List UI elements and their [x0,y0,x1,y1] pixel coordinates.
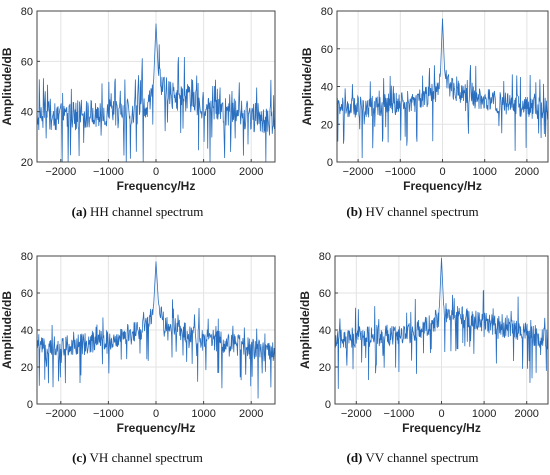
caption-vv: (d) VV channel spectrum [275,450,550,466]
panel-vh: −2000 −1000 0 1000 2000 0 20 40 60 80 Frequency/Hz… [0,240,276,475]
x-tick-label: 0 [438,408,444,420]
y-tick-label: 60 [321,44,333,56]
spectrum-line [36,23,276,163]
caption-hh: (a) HH channel spectrum [0,204,275,220]
y-axis-label: Amplitude/dB [300,47,314,125]
x-tick-label: 2000 [239,408,263,420]
x-tick-label: −1000 [93,408,124,420]
y-axis-label: Amplitude/dB [0,47,14,125]
x-tick-label: −1000 [383,408,414,420]
x-tick-label: 2000 [239,166,263,178]
panel-hh: −2000 −1000 0 1000 2000 20 40 60 80 Frequency/Hz A… [0,0,276,235]
caption-letter: (a) [71,204,87,219]
y-tick-label: 60 [21,56,33,68]
x-axis-label: Frequency/Hz [117,421,196,435]
y-tick-label: 40 [21,325,33,337]
x-tick-label: −2000 [45,408,76,420]
y-tick-label: 60 [319,288,331,300]
x-tick-label: −1000 [93,166,124,178]
chart-vh-spectrum: −2000 −1000 0 1000 2000 0 20 40 60 80 Frequency/Hz… [0,251,276,435]
x-tick-label: 0 [153,166,159,178]
x-tick-label: 1000 [472,166,496,178]
y-tick-label: 20 [21,157,33,169]
caption-letter: (c) [72,450,87,465]
x-tick-label: −2000 [343,166,374,178]
x-tick-label: −1000 [385,166,416,178]
y-tick-label: 80 [319,251,331,263]
panel-hv: −2000 −1000 0 1000 2000 0 20 40 60 80 Frequency/Hz… [275,0,550,235]
x-axis-label: Frequency/Hz [117,179,196,193]
y-tick-label: 20 [21,362,33,374]
x-tick-label: 1000 [191,408,215,420]
y-tick-label: 40 [21,107,33,119]
y-tick-label: 40 [321,82,333,94]
caption-vh: (c) VH channel spectrum [0,450,275,466]
x-tick-label: 0 [439,166,445,178]
x-tick-label: −2000 [341,408,372,420]
chart-hh-spectrum: −2000 −1000 0 1000 2000 20 40 60 80 Frequency/Hz A… [0,6,276,193]
caption-text: HV channel spectrum [362,204,479,219]
chart-vv-spectrum: −2000 −1000 0 1000 2000 0 20 40 60 80 Frequency/Hz… [298,251,549,435]
y-tick-label: 0 [327,157,333,169]
y-tick-label: 20 [321,119,333,131]
y-tick-label: 80 [21,6,33,18]
x-tick-label: −2000 [45,166,76,178]
x-axis-label: Frequency/Hz [403,179,482,193]
caption-letter: (b) [346,204,363,219]
y-tick-label: 0 [27,399,33,411]
x-tick-label: 0 [153,408,159,420]
x-axis-label: Frequency/Hz [402,421,481,435]
x-tick-label: 2000 [515,166,539,178]
y-tick-label: 60 [21,288,33,300]
y-axis-label: Amplitude/dB [298,291,312,369]
panel-vv: −2000 −1000 0 1000 2000 0 20 40 60 80 Frequency/Hz… [275,240,550,475]
caption-hv: (b) HV channel spectrum [275,204,550,220]
y-tick-label: 0 [325,399,331,411]
x-tick-label: 1000 [472,408,496,420]
y-tick-label: 80 [21,251,33,263]
caption-letter: (d) [346,450,363,465]
spectrum-line [334,257,549,389]
y-axis-label: Amplitude/dB [0,291,14,369]
spectrum-line [36,261,276,399]
y-tick-label: 20 [319,362,331,374]
spectrum-line [336,18,549,159]
y-tick-label: 40 [319,325,331,337]
x-tick-label: 1000 [191,166,215,178]
caption-text: VH channel spectrum [86,450,203,465]
x-tick-label: 2000 [514,408,538,420]
caption-text: HH channel spectrum [86,204,204,219]
chart-hv-spectrum: −2000 −1000 0 1000 2000 0 20 40 60 80 Frequency/Hz… [300,6,549,193]
caption-text: VV channel spectrum [362,450,479,465]
y-tick-label: 80 [321,6,333,18]
